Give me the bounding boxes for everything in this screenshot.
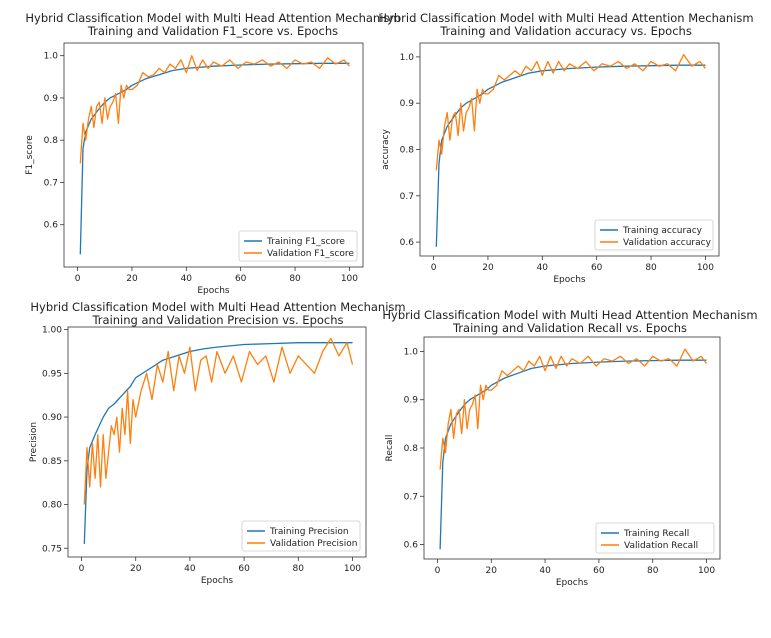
x-axis-label: Epochs — [553, 275, 586, 285]
y-tick-label: 0.9 — [44, 94, 59, 104]
x-tick-label: 80 — [645, 263, 657, 273]
y-tick-label: 0.9 — [400, 99, 415, 109]
y-tick-label: 0.6 — [44, 221, 59, 231]
chart-subtitle: Training and Validation Precision vs. Ep… — [91, 313, 343, 327]
x-tick-label: 20 — [482, 263, 494, 273]
y-tick-label: 0.90 — [42, 413, 62, 423]
x-tick-label: 100 — [341, 274, 358, 284]
y-tick-label: 0.6 — [404, 541, 419, 551]
legend-box — [595, 522, 715, 554]
x-tick-label: 100 — [697, 263, 714, 273]
chart-subtitle: Training and Validation Recall vs. Epoch… — [452, 321, 687, 335]
legend-label: Validation F1_score — [267, 249, 354, 259]
x-tick-label: 40 — [181, 274, 193, 284]
legend-label: Validation Recall — [624, 541, 698, 551]
x-tick-label: 60 — [591, 263, 603, 273]
x-tick-label: 40 — [539, 566, 551, 576]
x-tick-label: 100 — [698, 566, 715, 576]
y-tick-label: 0.7 — [404, 492, 418, 502]
y-tick-label: 0.75 — [42, 544, 62, 554]
x-tick-label: 100 — [344, 564, 361, 574]
chart-title: Hybrid Classification Model with Multi H… — [25, 11, 400, 25]
axes-frame — [63, 42, 364, 268]
x-axis-label: Epochs — [197, 286, 230, 296]
y-tick-label: 1.00 — [42, 326, 62, 336]
x-tick-label: 0 — [79, 564, 85, 574]
y-tick-label: 0.95 — [42, 369, 62, 379]
x-tick-label: 0 — [431, 263, 437, 273]
legend-label: Training Precision — [269, 527, 349, 537]
chart-3: Hybrid Classification Model with Multi H… — [29, 300, 406, 586]
chart-1: Hybrid Classification Model with Multi H… — [25, 11, 401, 296]
y-tick-label: 0.80 — [42, 501, 62, 511]
legend-label: Training F1_score — [266, 237, 345, 247]
chart-subtitle: Training and Validation F1_score vs. Epo… — [87, 24, 338, 38]
y-axis-label: Recall — [385, 435, 395, 462]
legend-label: Training Recall — [623, 529, 689, 539]
y-tick-label: 0.6 — [400, 238, 415, 248]
chart-title: Hybrid Classification Model with Multi H… — [30, 300, 405, 314]
legend-box — [594, 219, 714, 251]
y-tick-label: 1.0 — [404, 347, 419, 357]
y-tick-label: 0.8 — [44, 136, 59, 146]
x-tick-label: 80 — [289, 274, 301, 284]
y-tick-label: 0.9 — [404, 396, 419, 406]
legend-label: Validation Precision — [270, 539, 357, 549]
x-axis-label: Epochs — [556, 578, 589, 588]
x-tick-label: 0 — [75, 274, 81, 284]
y-axis-label: Precision — [29, 422, 39, 462]
x-tick-label: 0 — [435, 566, 441, 576]
y-tick-label: 1.0 — [400, 53, 415, 63]
x-tick-label: 60 — [235, 274, 247, 284]
y-tick-label: 0.8 — [400, 146, 415, 156]
y-tick-label: 0.7 — [400, 192, 414, 202]
legend-box — [238, 230, 358, 262]
y-axis-label: accuracy — [381, 129, 391, 170]
x-tick-label: 60 — [593, 566, 605, 576]
x-tick-label: 20 — [130, 564, 142, 574]
x-tick-label: 80 — [293, 564, 305, 574]
series-line-training — [83, 342, 353, 544]
legend-label: Validation accuracy — [623, 238, 712, 248]
series-line-validation — [83, 337, 354, 505]
chart-title: Hybrid Classification Model with Multi H… — [378, 11, 753, 25]
series-line-validation — [439, 348, 708, 470]
series-line-validation — [435, 53, 706, 171]
x-tick-label: 40 — [184, 564, 196, 574]
x-tick-label: 80 — [647, 566, 659, 576]
x-tick-label: 20 — [126, 274, 138, 284]
chart-2: Hybrid Classification Model with Multi H… — [378, 11, 753, 285]
axes-frame — [67, 326, 367, 558]
x-tick-label: 20 — [486, 566, 498, 576]
y-tick-label: 0.8 — [404, 444, 419, 454]
chart-subtitle: Training and Validation accuracy vs. Epo… — [439, 24, 692, 38]
y-tick-label: 1.0 — [44, 52, 59, 62]
x-axis-label: Epochs — [201, 576, 234, 586]
legend-box — [241, 520, 361, 552]
chart-title: Hybrid Classification Model with Multi H… — [382, 308, 757, 322]
series-line-validation — [79, 55, 350, 164]
x-tick-label: 60 — [238, 564, 250, 574]
chart-4: Hybrid Classification Model with Multi H… — [382, 308, 757, 588]
y-tick-label: 0.85 — [42, 457, 62, 467]
legend-label: Training accuracy — [622, 226, 703, 236]
y-axis-label: F1_score — [25, 135, 35, 175]
x-tick-label: 40 — [537, 263, 549, 273]
y-tick-label: 0.7 — [44, 178, 58, 188]
